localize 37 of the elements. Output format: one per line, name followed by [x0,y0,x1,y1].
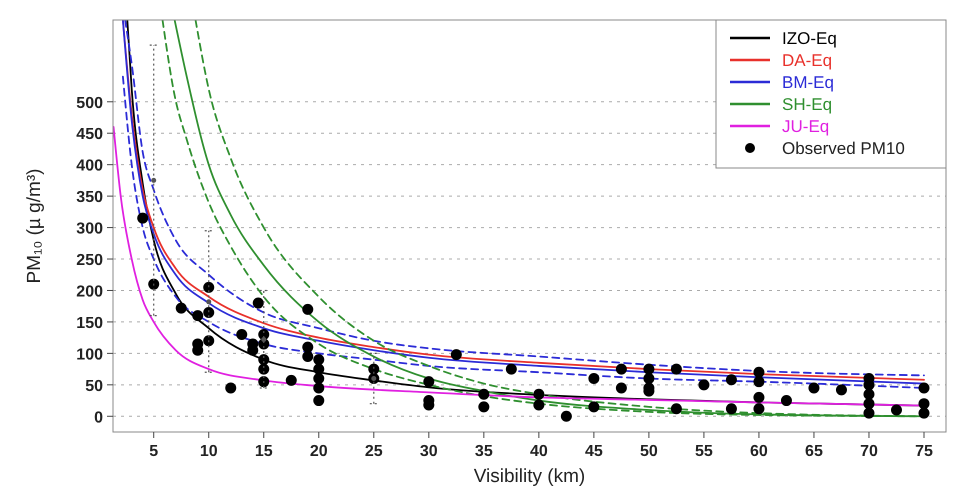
y-tick-label: 350 [76,189,104,206]
legend-label: JU-Eq [782,117,830,136]
x-tick-label: 60 [750,443,768,460]
legend-label: BM-Eq [782,73,834,92]
x-tick-label: 50 [640,443,658,460]
x-tick-label: 40 [530,443,548,460]
legend-label: DA-Eq [782,51,832,70]
y-tick-label: 500 [76,94,104,112]
y-tick-label: 0 [94,409,104,426]
y-tick-label: 200 [76,283,104,300]
x-tick-label: 70 [860,443,878,460]
x-tick-label: 65 [805,443,823,460]
y-tick-label: 100 [76,346,104,364]
legend-label: SH-Eq [782,95,832,114]
point [261,337,266,342]
point [151,178,156,183]
legend-label: IZO-Eq [782,29,837,48]
y-tick-label: 250 [76,252,104,270]
x-tick-label: 55 [695,443,713,460]
x-tick-label: 25 [364,443,383,460]
x-tick-label: 45 [584,443,603,460]
point [206,299,212,304]
y-tick-label: 150 [76,314,104,332]
y-axis-title: PM₁₀ (µ g/m³) [24,168,45,284]
x-tick-label: 20 [310,443,328,460]
x-axis-title: Visibility (km) [474,466,586,487]
x-tick-label: 75 [915,443,933,460]
x-tick-label: 5 [149,443,158,460]
y-tick-label: 450 [76,126,104,144]
y-tick-label: 50 [85,378,104,395]
x-tick-label: 35 [474,443,493,460]
legend-label: Observed PM10 [782,139,905,158]
x-tick-label: 15 [254,443,273,460]
x-tick-label: 10 [200,443,218,460]
x-tick-label: 30 [420,443,438,460]
y-tick-label: 300 [76,220,104,238]
y-tick-label: 400 [76,158,104,175]
